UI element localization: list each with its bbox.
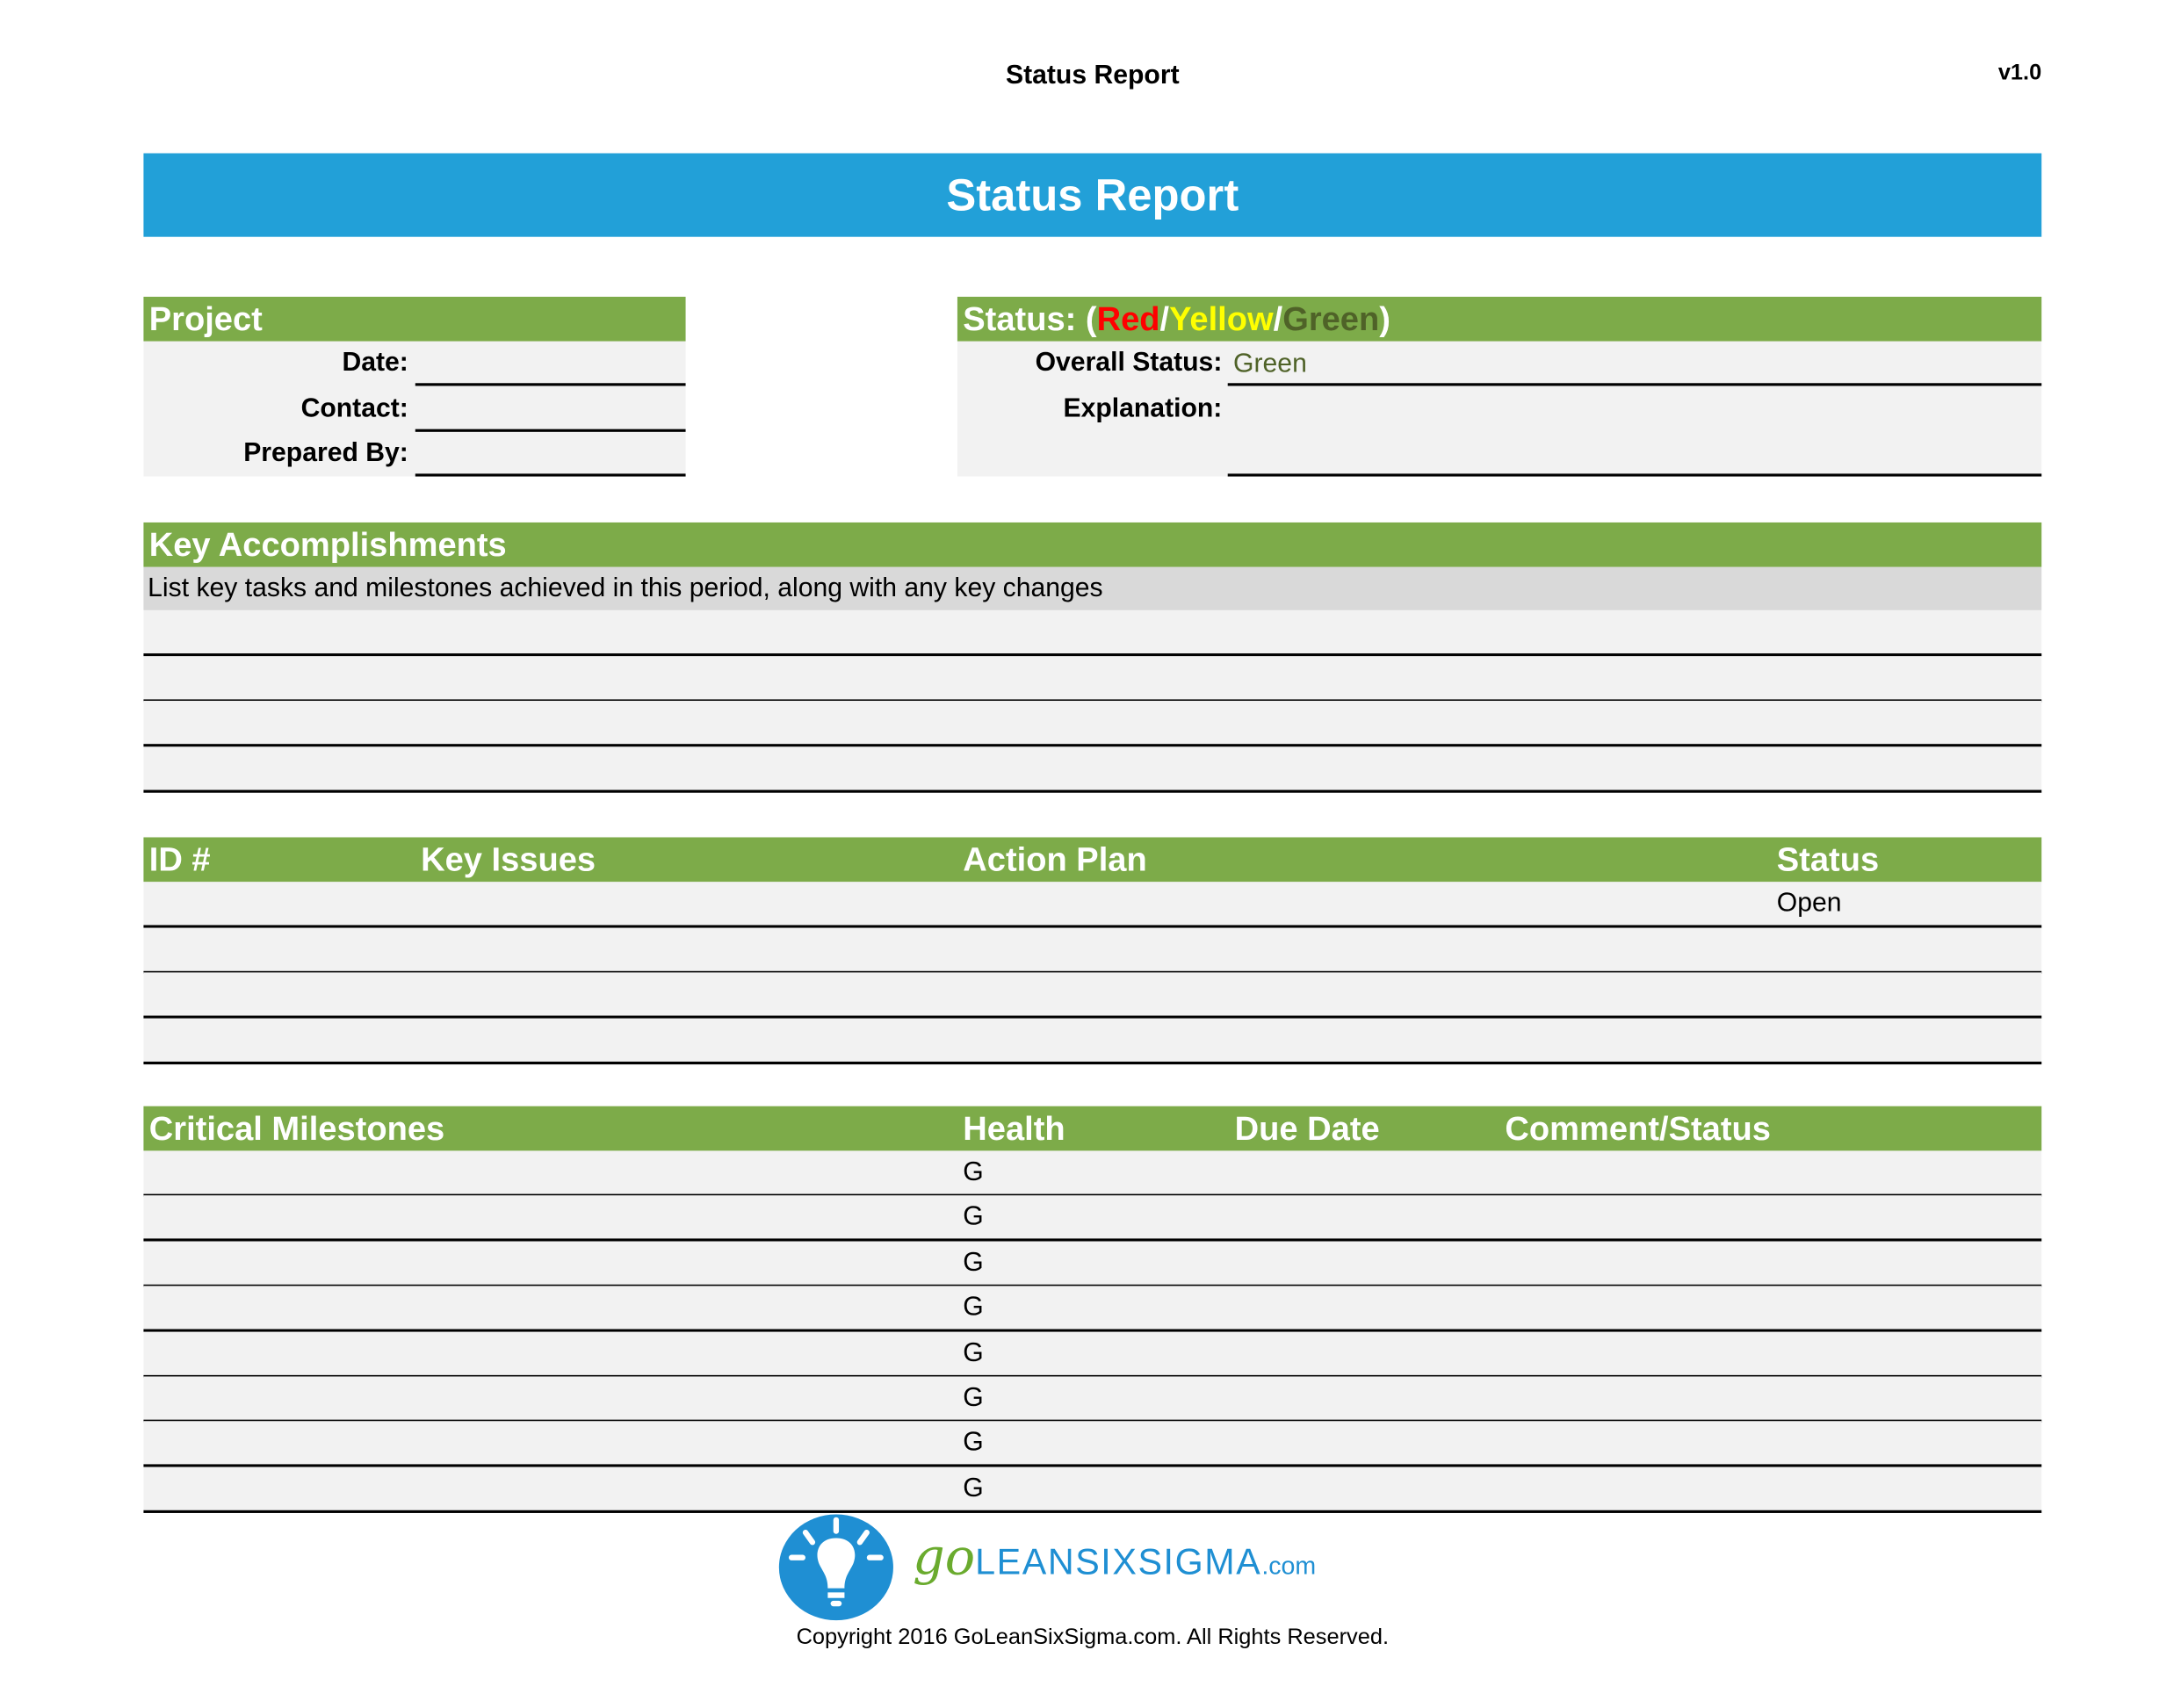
explanation-field[interactable] — [1227, 387, 2042, 477]
column-header-key-issues: Key Issues — [421, 841, 596, 880]
explanation-label: Explanation: — [1063, 393, 1223, 424]
milestone-row[interactable]: G — [143, 1467, 2042, 1513]
milestone-cell[interactable]: G — [963, 1248, 984, 1278]
accomplishment-row[interactable] — [143, 746, 2042, 792]
milestone-cell[interactable]: G — [963, 1474, 984, 1503]
milestone-row[interactable]: G — [143, 1195, 2042, 1243]
milestone-row[interactable]: G — [143, 1331, 2042, 1378]
column-header-comment: Comment/Status — [1505, 1110, 1771, 1149]
overall-status-label: Overall Status: — [1035, 348, 1223, 378]
status-yellow-label: Yellow — [1169, 300, 1274, 339]
accomplishments-description: List key tasks and milestones achieved i… — [143, 566, 2042, 610]
separator: / — [1159, 300, 1170, 339]
milestone-row[interactable]: G — [143, 1150, 2042, 1197]
status-fields — [957, 341, 2042, 477]
column-header-milestone: Critical Milestones — [148, 1110, 445, 1149]
accomplishment-row[interactable] — [143, 655, 2042, 702]
column-header-due-date: Due Date — [1234, 1110, 1380, 1149]
column-header-status: Status — [1776, 841, 1880, 880]
milestone-cell[interactable]: G — [963, 1337, 984, 1368]
issue-row[interactable] — [143, 926, 2042, 974]
project-field-label: Contact: — [300, 393, 408, 423]
accomplishment-row[interactable] — [143, 701, 2042, 747]
milestone-row[interactable]: G — [143, 1241, 2042, 1287]
issue-cell[interactable]: Open — [1776, 889, 1842, 919]
status-heading: Status: (Red/Yellow/Green) — [957, 296, 2042, 342]
issues-header: ID # Key Issues Action Plan Status — [143, 837, 2042, 883]
milestone-row[interactable]: G — [143, 1376, 2042, 1423]
milestones-header: Critical Milestones Health Due Date Comm… — [143, 1106, 2042, 1151]
copyright-text: Copyright 2016 GoLeanSixSigma.com. All R… — [796, 1625, 1390, 1650]
milestone-cell[interactable]: G — [963, 1428, 984, 1459]
project-field-input[interactable] — [415, 432, 686, 477]
separator: / — [1273, 300, 1283, 339]
project-field-input[interactable] — [415, 342, 686, 386]
project-fields — [143, 341, 686, 477]
milestone-row[interactable]: G — [143, 1421, 2042, 1468]
report-banner: Status Report — [143, 153, 2042, 237]
issue-row[interactable]: Open — [143, 882, 2042, 928]
status-red-label: Red — [1096, 300, 1160, 339]
lightbulb-logo-icon — [777, 1513, 894, 1622]
logo-com: .com — [1261, 1552, 1317, 1581]
logo-main: LEANSIXSIGMA — [975, 1540, 1262, 1583]
milestone-cell[interactable]: G — [963, 1157, 984, 1187]
project-field-label: Date: — [342, 348, 408, 378]
overall-status-value: Green — [1233, 350, 1307, 379]
column-header-action-plan: Action Plan — [963, 841, 1147, 880]
status-heading-prefix: Status: ( — [963, 300, 1097, 339]
project-heading: Project — [143, 296, 686, 342]
milestone-cell[interactable]: G — [963, 1293, 984, 1322]
accomplishment-row[interactable] — [143, 609, 2042, 657]
column-header-health: Health — [963, 1110, 1065, 1149]
goleansixsigma-logo-text: goLEANSIXSIGMA.com — [913, 1530, 1316, 1587]
page-header-title: Status Report — [1005, 61, 1180, 91]
logo-go: go — [913, 1529, 976, 1588]
milestone-cell[interactable]: G — [963, 1202, 984, 1233]
milestone-row[interactable]: G — [143, 1286, 2042, 1332]
overall-status-field[interactable]: Green — [1227, 342, 2042, 386]
version-label: v1.0 — [1997, 61, 2042, 85]
project-field-label: Prepared By: — [243, 438, 408, 469]
project-field-input[interactable] — [415, 386, 686, 432]
accomplishments-heading: Key Accomplishments — [143, 522, 2042, 567]
status-green-label: Green — [1282, 300, 1380, 339]
status-heading-suffix: ) — [1379, 300, 1390, 339]
column-header-id: ID # — [148, 841, 211, 880]
issue-row[interactable] — [143, 972, 2042, 1019]
issue-row[interactable] — [143, 1017, 2042, 1064]
milestone-cell[interactable]: G — [963, 1383, 984, 1413]
